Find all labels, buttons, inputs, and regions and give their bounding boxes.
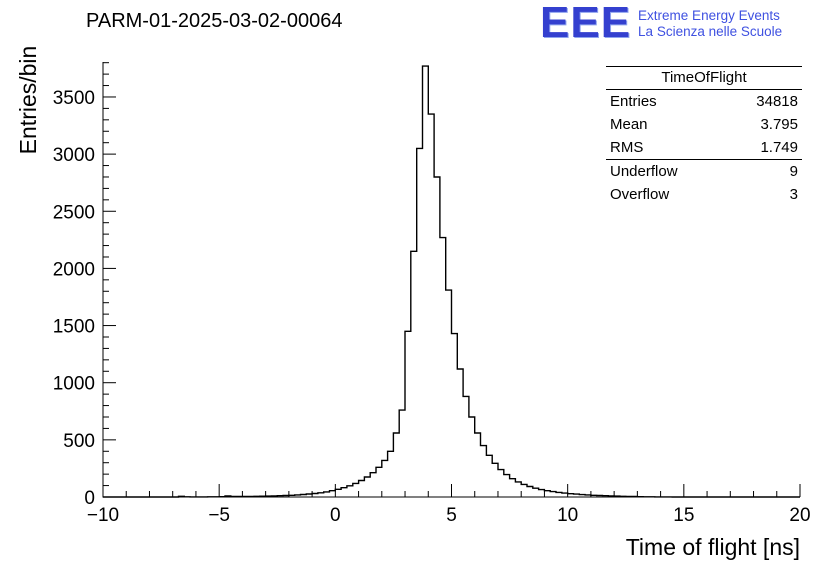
stat-row-underflow: Underflow 9 bbox=[606, 160, 802, 183]
x-tick-label: −5 bbox=[208, 505, 230, 526]
x-tick-label: 20 bbox=[789, 505, 810, 526]
eee-logo-subtitle: Extreme Energy Events La Scienza nelle S… bbox=[638, 4, 782, 40]
eee-logo-line2: La Scienza nelle Scuole bbox=[638, 24, 783, 39]
stat-label: RMS bbox=[610, 139, 644, 156]
stats-box-title: TimeOfFlight bbox=[606, 67, 802, 90]
y-tick-label: 2500 bbox=[53, 202, 95, 223]
x-tick-label: −10 bbox=[87, 505, 119, 526]
x-tick-label: 10 bbox=[557, 505, 578, 526]
stat-value: 1.749 bbox=[760, 139, 798, 156]
y-tick-label: 3500 bbox=[53, 88, 95, 109]
stat-label: Entries bbox=[610, 93, 657, 110]
stat-label: Mean bbox=[610, 116, 648, 133]
stat-value: 3.795 bbox=[760, 116, 798, 133]
x-tick-label: 15 bbox=[673, 505, 694, 526]
x-tick-label: 0 bbox=[330, 505, 341, 526]
stat-row-mean: Mean 3.795 bbox=[606, 113, 802, 136]
histogram-line bbox=[103, 65, 800, 498]
stat-row-overflow: Overflow 3 bbox=[606, 183, 802, 206]
eee-logo: EEE Extreme Energy Events La Scienza nel… bbox=[540, 0, 782, 47]
plot-title: PARM-01-2025-03-02-00064 bbox=[86, 10, 343, 32]
stat-value: 3 bbox=[789, 186, 798, 203]
y-axis-title: Entries/bin bbox=[15, 46, 41, 155]
y-tick-label: 1500 bbox=[53, 317, 95, 338]
stat-value: 34818 bbox=[756, 93, 798, 110]
x-axis-title: Time of flight [ns] bbox=[626, 534, 800, 560]
y-tick-label: 3000 bbox=[53, 145, 95, 166]
stat-label: Underflow bbox=[610, 163, 678, 180]
x-tick-label: 5 bbox=[446, 505, 457, 526]
stat-label: Overflow bbox=[610, 186, 670, 203]
stats-box: TimeOfFlight Entries 34818 Mean 3.795 RM… bbox=[606, 66, 802, 206]
stat-row-rms: RMS 1.749 bbox=[606, 136, 802, 160]
stat-row-entries: Entries 34818 bbox=[606, 90, 802, 113]
y-tick-label: 500 bbox=[63, 431, 95, 452]
eee-logo-text: EEE bbox=[540, 0, 632, 47]
eee-logo-line1: Extreme Energy Events bbox=[638, 8, 780, 23]
y-tick-label: 0 bbox=[84, 488, 95, 509]
y-tick-label: 2000 bbox=[53, 259, 95, 280]
y-tick-label: 1000 bbox=[53, 374, 95, 395]
stat-value: 9 bbox=[789, 163, 798, 180]
